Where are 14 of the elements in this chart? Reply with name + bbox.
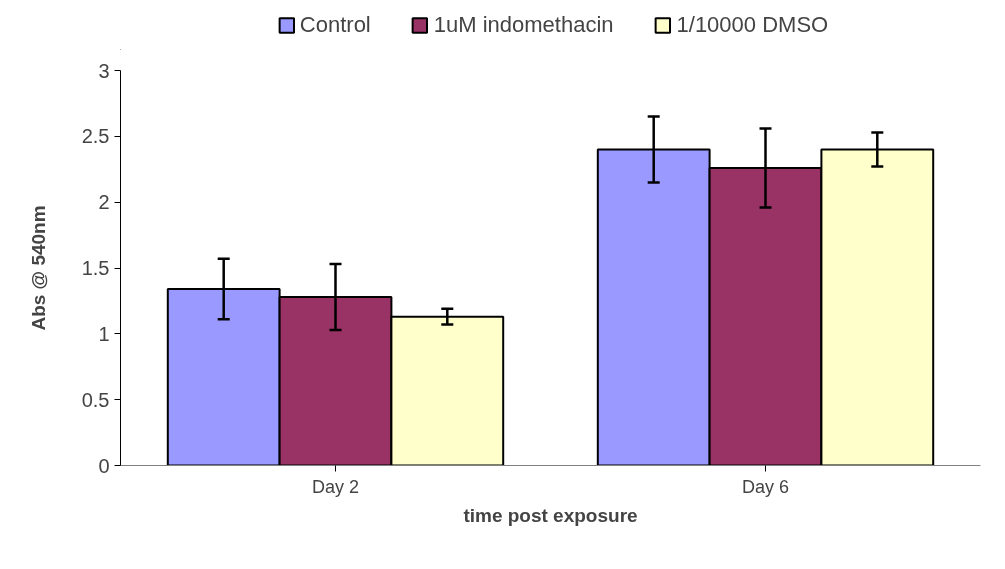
x-tick-label: Day 2 xyxy=(311,476,360,497)
y-tick-label: 0.5 xyxy=(81,388,110,411)
x-axis-title: time post exposure xyxy=(463,504,638,526)
legend-label: 1/10000 DMSO xyxy=(676,12,829,38)
y-tick-label: 0 xyxy=(98,454,110,477)
y-tick-label: 2 xyxy=(98,191,110,214)
legend-label: Control xyxy=(299,12,371,38)
y-tick-label: 2.5 xyxy=(81,125,110,148)
legend-label: 1uM indomethacin xyxy=(433,12,614,38)
y-tick-label: 3 xyxy=(98,59,110,82)
y-axis-title: Abs @ 540nm xyxy=(27,205,49,331)
y-tick-label: 1 xyxy=(98,322,110,345)
x-tick-label: Day 6 xyxy=(741,476,790,497)
y-tick-label: 1.5 xyxy=(81,257,110,279)
